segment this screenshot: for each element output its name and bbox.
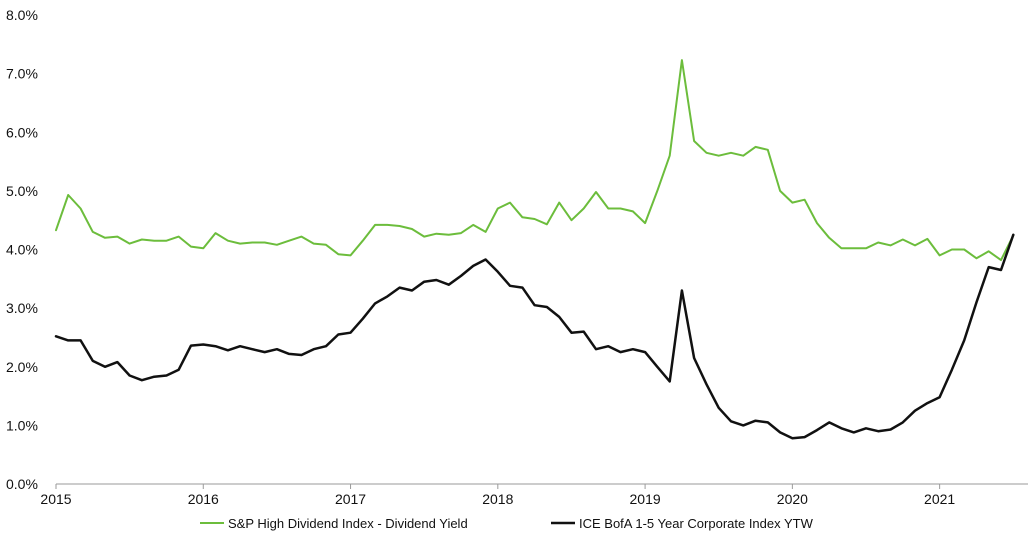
y-tick-label: 7.0%	[6, 66, 38, 82]
x-axis-tick-labels: 2015 2016 2017 2018 2019 2020 2021	[40, 491, 955, 507]
x-tick-label: 2018	[482, 491, 513, 507]
y-tick-label: 5.0%	[6, 183, 38, 199]
series-line-dividend-yield	[55, 59, 1015, 262]
series-line-corporate-ytw	[54, 233, 1015, 440]
x-axis-ticks	[55, 484, 941, 489]
y-axis-tick-labels: 0.0% 1.0% 2.0% 3.0% 4.0% 5.0% 6.0% 7.0% 8.0%	[6, 7, 38, 492]
y-tick-label: 3.0%	[6, 300, 38, 316]
y-tick-label: 1.0%	[6, 417, 38, 433]
x-tick-label: 2016	[188, 491, 219, 507]
x-tick-label: 2019	[630, 491, 661, 507]
legend-item-corporate-ytw: ICE BofA 1-5 Year Corporate Index YTW	[551, 516, 814, 531]
legend-label-dividend-yield: S&P High Dividend Index - Dividend Yield	[228, 516, 468, 531]
y-tick-label: 8.0%	[6, 7, 38, 23]
legend-item-dividend-yield: S&P High Dividend Index - Dividend Yield	[200, 516, 468, 531]
x-tick-label: 2020	[777, 491, 808, 507]
series-layer	[54, 59, 1015, 440]
legend-label-corporate-ytw: ICE BofA 1-5 Year Corporate Index YTW	[579, 516, 814, 531]
y-tick-label: 2.0%	[6, 359, 38, 375]
x-tick-label: 2015	[40, 491, 71, 507]
y-tick-label: 4.0%	[6, 242, 38, 258]
legend: S&P High Dividend Index - Dividend Yield…	[200, 516, 814, 531]
x-tick-label: 2017	[335, 491, 366, 507]
y-tick-label: 6.0%	[6, 124, 38, 140]
y-tick-label: 0.0%	[6, 476, 38, 492]
x-tick-label: 2021	[924, 491, 955, 507]
